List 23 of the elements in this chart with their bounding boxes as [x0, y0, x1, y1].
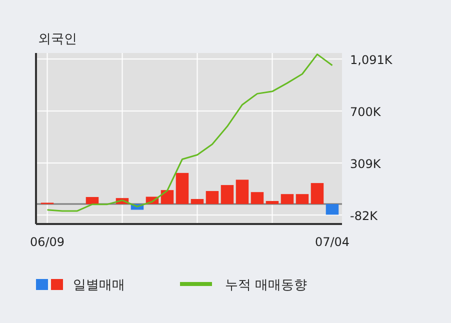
bar: [86, 197, 99, 204]
bar: [220, 185, 234, 204]
x-tick-label: 07/04: [314, 235, 350, 249]
legend-label: 일별매매: [73, 278, 125, 293]
bar: [250, 192, 264, 204]
y-tick-label: 1,091K: [350, 52, 394, 67]
bar: [236, 180, 249, 204]
bar: [190, 199, 204, 204]
y-tick-label: 309K: [350, 156, 382, 171]
bar: [176, 172, 189, 204]
y-tick-label: -82K: [350, 208, 379, 223]
chart-title: 외국인: [38, 32, 77, 47]
legend-label: 누적 매매동향: [225, 278, 308, 293]
line-series: [46, 54, 333, 212]
y-tick-label: 700K: [350, 104, 382, 119]
bar: [326, 204, 339, 215]
bar: [296, 194, 309, 204]
bar: [206, 191, 219, 204]
bar: [266, 200, 279, 204]
bar: [280, 194, 294, 204]
bar: [310, 183, 324, 204]
x-tick-label: 06/09: [30, 235, 65, 249]
bar: [160, 190, 174, 204]
